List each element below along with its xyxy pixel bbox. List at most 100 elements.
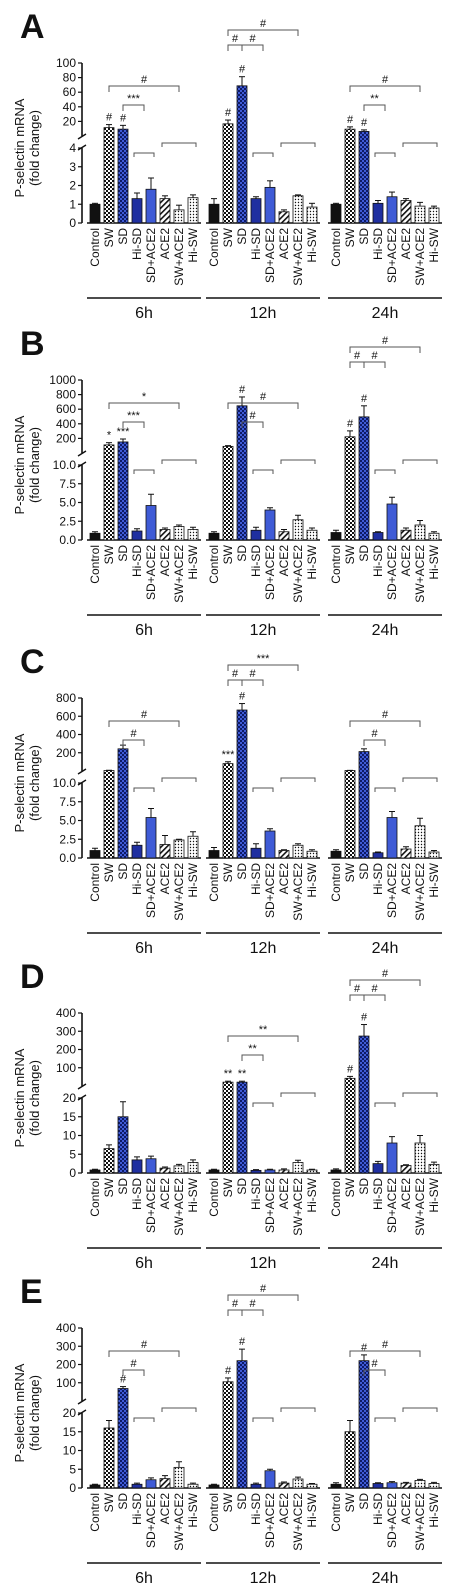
bracket-label: # <box>249 1298 256 1310</box>
time-group-label: 24h <box>372 940 399 957</box>
bar-sw <box>222 445 234 541</box>
x-tick-label: ACE2 <box>158 1178 172 1210</box>
x-tick-label: Hi-SW <box>305 1492 319 1527</box>
comparison-bracket <box>363 739 386 746</box>
y-axis-label-main: P-selectin mRNA <box>12 98 27 197</box>
x-tick-label: Hi-SD <box>249 1493 263 1525</box>
y-axis-label: P-selectin mRNA(fold change) <box>12 1363 42 1462</box>
x-tick-label: Control <box>88 228 102 267</box>
panel-d: D P-selectin mRNA(fold change) 0 5 10 15 20 100… <box>12 958 442 1272</box>
bar-control <box>330 532 342 541</box>
bar-sd-ace2 <box>264 830 276 859</box>
bracket-label: * <box>142 391 147 403</box>
comparison-bracket <box>280 1407 316 1412</box>
significance-mark: # <box>120 112 127 124</box>
x-tick-label: SD+ACE2 <box>385 1493 399 1548</box>
panel-a: A P-selectin mRNA(fold change) 0 1 2 3 4 204060… <box>12 8 442 322</box>
bracket-label: # <box>141 74 148 86</box>
comparison-bracket <box>402 1407 438 1412</box>
significance-mark: # <box>239 384 246 396</box>
x-tick-label: SD <box>116 228 130 245</box>
x-tick-label: Hi-SD <box>371 863 385 895</box>
x-tick-label: SW+ACE2 <box>172 545 186 603</box>
bracket-label: *** <box>257 653 271 665</box>
x-tick-label: Hi-SD <box>249 1178 263 1210</box>
y-tick-label: 100 <box>56 1061 76 1075</box>
y-axis-label-sub: (fold change) <box>27 110 42 186</box>
bar-sw <box>103 1427 115 1489</box>
x-tick-label: Hi-SD <box>130 545 144 577</box>
x-tick-label: SW+ACE2 <box>291 228 305 286</box>
x-tick-label: Control <box>207 1493 221 1532</box>
bar-control <box>89 203 101 224</box>
x-tick-label: SD <box>357 1178 371 1195</box>
bar-sw-ace2 <box>414 205 426 224</box>
x-tick-label: SW <box>102 862 116 882</box>
x-tick-label: SW <box>221 1177 235 1197</box>
x-tick-label: SW+ACE2 <box>291 545 305 603</box>
y-axis-label-sub: (fold change) <box>27 427 42 503</box>
comparison-bracket <box>108 1350 180 1357</box>
x-tick-label: SW <box>221 1492 235 1512</box>
bracket-label: *** <box>127 93 141 105</box>
bar-sd <box>117 1116 129 1174</box>
y-tick-label: 400 <box>56 728 76 742</box>
x-tick-label: Hi-SW <box>427 1177 441 1212</box>
x-tick-label: SD <box>357 545 371 562</box>
x-tick-label: SD+ACE2 <box>144 1493 158 1548</box>
bar-hi-sw <box>187 197 199 224</box>
x-tick-label: SW+ACE2 <box>172 1493 186 1551</box>
y-tick-label: 7.5 <box>59 477 76 491</box>
y-axis-label-main: P-selectin mRNA <box>12 1048 27 1147</box>
y-axis-label-main: P-selectin mRNA <box>12 733 27 832</box>
bracket-label: # <box>354 983 361 995</box>
bar-sd <box>236 85 248 224</box>
comparison-bracket <box>108 720 180 727</box>
x-tick-label: Control <box>207 1178 221 1217</box>
time-group-label: 6h <box>135 622 153 639</box>
y-axis-label: P-selectin mRNA(fold change) <box>12 1048 42 1147</box>
y-axis-label-main: P-selectin mRNA <box>12 415 27 514</box>
comparison-bracket <box>227 402 299 409</box>
x-tick-label: ACE2 <box>399 863 413 895</box>
x-tick-label: Hi-SW <box>427 1492 441 1527</box>
y-tick-label: 200 <box>56 1043 76 1057</box>
x-tick-label: SW+ACE2 <box>172 863 186 921</box>
x-tick-label: Hi-SW <box>186 1177 200 1212</box>
bar-sd-ace2 <box>145 188 157 224</box>
bar-hi-sd <box>131 1159 143 1174</box>
comparison-bracket <box>374 1417 396 1422</box>
x-tick-label: Control <box>88 1493 102 1532</box>
bar-ace2 <box>159 529 171 541</box>
x-tick-label: SW <box>221 544 235 564</box>
y-tick-label: 40 <box>63 100 77 114</box>
x-tick-label: ACE2 <box>277 863 291 895</box>
bar-hi-sd <box>131 198 143 224</box>
bar-hi-sd <box>250 198 262 224</box>
bar-ace2 <box>278 531 290 541</box>
x-tick-label: SD <box>235 228 249 245</box>
y-axis-label: P-selectin mRNA(fold change) <box>12 415 42 514</box>
x-tick-label: Hi-SW <box>427 862 441 897</box>
bar-hi-sd <box>250 529 262 541</box>
comparison-bracket <box>227 664 299 671</box>
bar-sd-ace2 <box>264 1470 276 1489</box>
significance-mark: ** <box>224 1068 233 1080</box>
y-tick-label: 80 <box>63 71 77 85</box>
y-tick-label: 800 <box>56 388 76 402</box>
bracket-label: # <box>232 33 239 45</box>
time-group-label: 24h <box>372 1570 399 1587</box>
x-tick-label: ACE2 <box>399 1178 413 1210</box>
x-tick-label: Hi-SD <box>371 1178 385 1210</box>
x-tick-label: Hi-SD <box>249 545 263 577</box>
significance-mark: ** <box>238 1068 247 1080</box>
y-tick-label: 1 <box>69 197 76 211</box>
y-axis-label: P-selectin mRNA(fold change) <box>12 733 42 832</box>
x-tick-label: Hi-SD <box>130 228 144 260</box>
bar-hi-sw <box>428 532 440 541</box>
bar-sw <box>222 1081 234 1174</box>
comparison-bracket <box>161 777 197 782</box>
bracket-label: # <box>260 391 267 403</box>
x-tick-label: ACE2 <box>158 863 172 895</box>
comparison-bracket <box>252 787 274 792</box>
